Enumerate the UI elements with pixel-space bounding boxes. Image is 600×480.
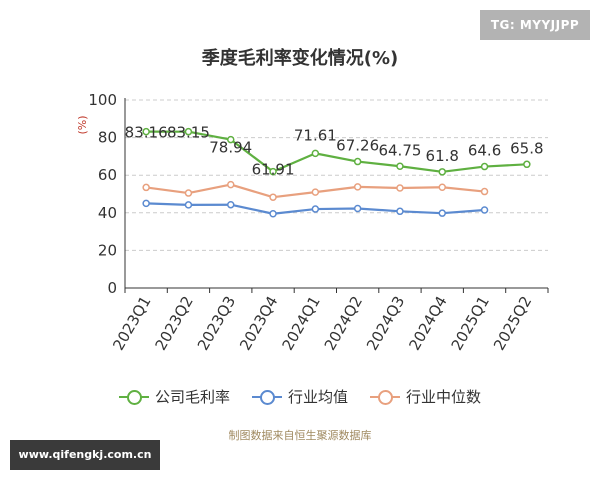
x-tick-label: 2023Q3 <box>194 293 239 354</box>
data-point <box>396 207 404 216</box>
x-tick-label: 2024Q1 <box>278 293 323 354</box>
site-watermark: www.qifengkj.com.cn <box>10 440 160 470</box>
tg-badge: TG: MYYJJPP <box>480 10 590 40</box>
legend: 公司毛利率 行业均值 行业中位数 <box>0 386 600 407</box>
data-label: 64.75 <box>378 141 421 159</box>
data-point <box>438 209 446 217</box>
series-line-0 <box>146 130 527 173</box>
data-label: 67.26 <box>336 137 379 155</box>
data-point <box>311 205 320 213</box>
x-tick-label: 2025Q2 <box>490 293 535 354</box>
x-tick-label: 2024Q3 <box>363 293 408 354</box>
chart-title: 季度毛利率变化情况(%) <box>201 48 399 69</box>
data-point <box>353 157 362 166</box>
data-point <box>396 184 404 192</box>
y-tick-label: 80 <box>98 129 117 147</box>
data-label: 71.61 <box>294 126 337 144</box>
data-point <box>353 183 362 191</box>
data-point <box>184 189 193 197</box>
legend-item-industry-median[interactable]: 行业中位数 <box>370 386 481 407</box>
data-point <box>311 188 320 196</box>
data-point <box>353 204 362 213</box>
y-tick-label: 0 <box>107 279 117 297</box>
data-point <box>142 199 150 208</box>
legend-label-industry-median: 行业中位数 <box>406 388 482 406</box>
y-tick-label: 40 <box>98 204 117 222</box>
legend-label-company: 公司毛利率 <box>154 388 230 406</box>
legend-swatch-industry-mean <box>251 389 282 405</box>
data-point <box>227 180 235 189</box>
data-point <box>227 135 235 144</box>
data-point <box>438 183 446 191</box>
legend-item-company[interactable]: 公司毛利率 <box>118 386 230 407</box>
legend-item-industry-mean[interactable]: 行业均值 <box>251 386 348 407</box>
data-label: 61.91 <box>252 161 295 179</box>
x-tick-label: 2024Q2 <box>321 293 366 354</box>
data-label: 65.8 <box>510 139 543 157</box>
data-label: 61.8 <box>426 147 459 165</box>
data-point <box>396 162 404 171</box>
line-chart: 020406080100(%)2023Q12023Q22023Q32023Q42… <box>76 91 549 354</box>
legend-swatch-industry-median <box>370 389 400 405</box>
data-point <box>438 168 446 176</box>
data-point <box>269 167 277 176</box>
data-point <box>269 209 277 218</box>
y-tick-label: 100 <box>88 91 117 109</box>
data-label: 83.16 <box>125 124 168 142</box>
data-point <box>142 127 150 136</box>
x-tick-label: 2023Q4 <box>236 293 281 354</box>
legend-label-industry-mean: 行业均值 <box>287 388 348 406</box>
x-tick-label: 2023Q2 <box>152 293 197 354</box>
data-label: 83.15 <box>167 124 210 142</box>
legend-swatch-company <box>118 389 149 405</box>
y-tick-label: 60 <box>98 166 117 184</box>
data-point <box>142 183 150 192</box>
data-point <box>184 201 193 209</box>
data-label: 78.94 <box>209 139 252 157</box>
x-tick-label: 2023Q1 <box>109 293 154 354</box>
data-source-note: 制图数据来自恒生聚源数据库 <box>228 429 372 442</box>
data-point <box>480 187 489 196</box>
y-axis-label: (%) <box>76 115 89 134</box>
x-tick-label: 2025Q1 <box>448 293 493 354</box>
data-point <box>184 127 193 136</box>
data-point <box>480 206 489 214</box>
data-point <box>227 200 235 209</box>
data-point <box>480 162 489 171</box>
data-point <box>523 160 531 169</box>
data-label: 64.6 <box>468 142 501 160</box>
x-tick-label: 2024Q4 <box>405 293 450 354</box>
data-point <box>311 149 320 158</box>
data-point <box>269 193 277 201</box>
y-tick-label: 20 <box>98 241 117 259</box>
